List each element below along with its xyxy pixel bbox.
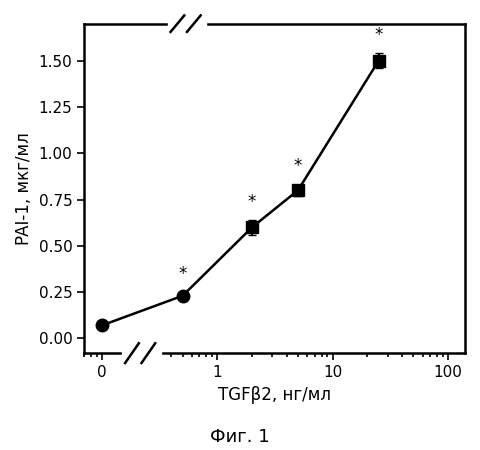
Text: *: * [179, 265, 187, 283]
X-axis label: TGFβ2, нг/мл: TGFβ2, нг/мл [218, 386, 331, 404]
Text: *: * [294, 158, 302, 176]
Y-axis label: PAI-1, мкг/мл: PAI-1, мкг/мл [15, 132, 33, 245]
Text: Фиг. 1: Фиг. 1 [210, 428, 270, 446]
Bar [122, 350, 160, 366]
Text: *: * [374, 26, 383, 44]
Text: *: * [248, 193, 256, 211]
Bar [168, 15, 206, 32]
